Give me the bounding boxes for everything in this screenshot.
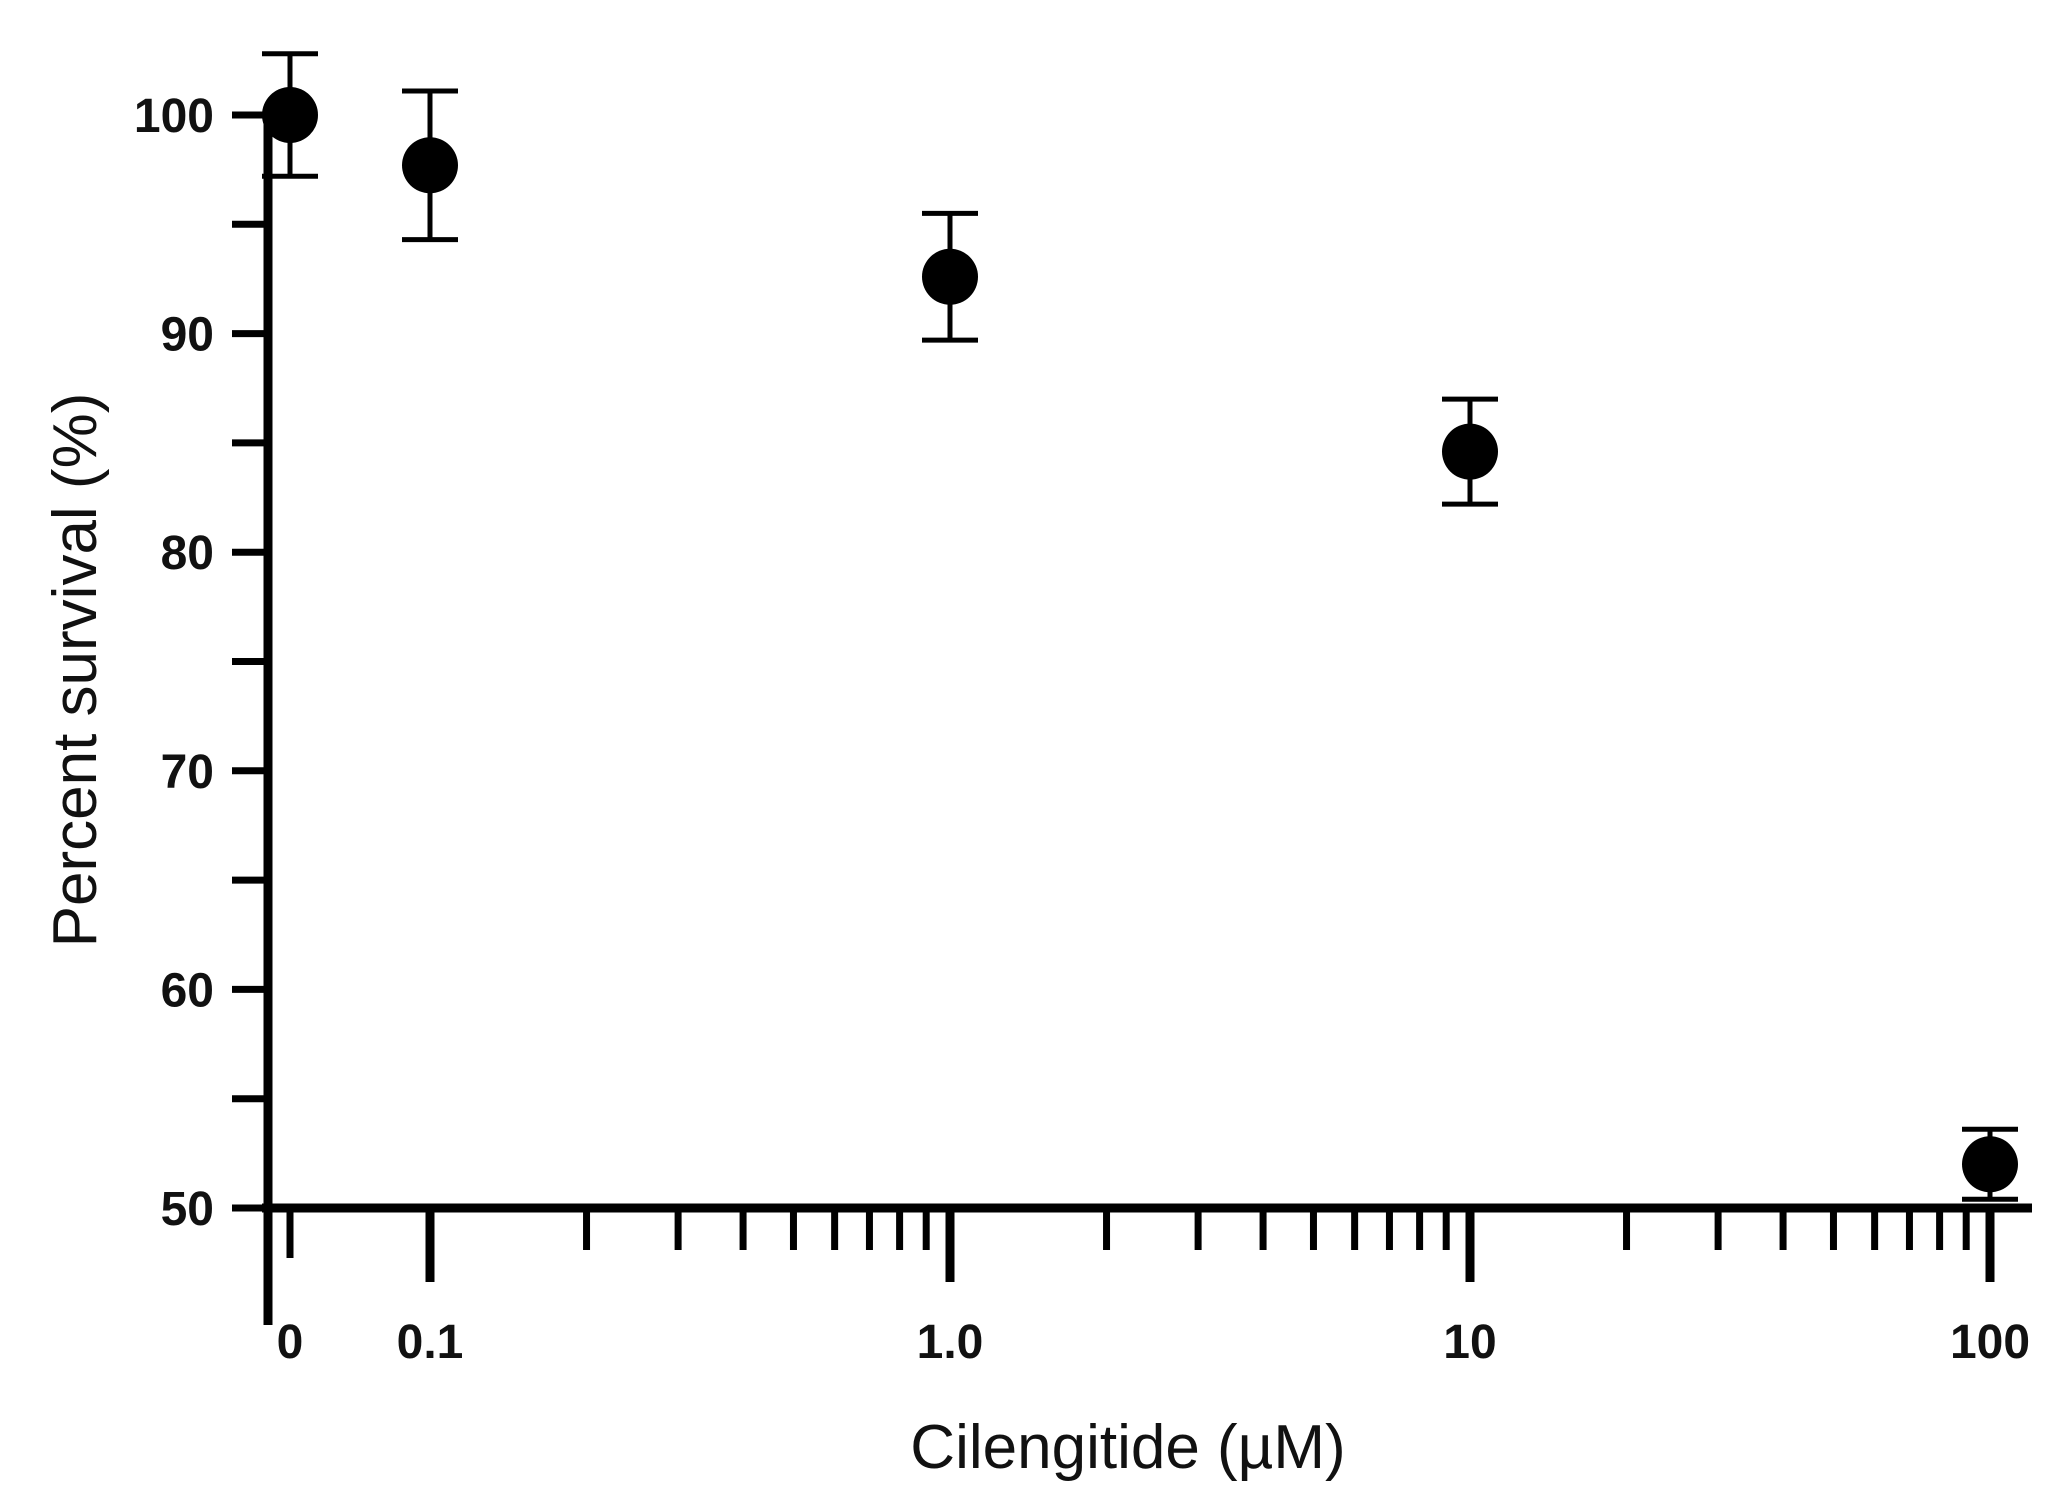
data-point xyxy=(1442,423,1498,480)
y-tick-labels: 50 60 70 80 90 100 xyxy=(134,90,214,1236)
data-point-group xyxy=(1962,1126,2018,1202)
data-points xyxy=(262,51,2018,1202)
y-tick-marks xyxy=(232,111,268,1212)
x-tick-label: 10 xyxy=(1443,1316,1496,1369)
data-point xyxy=(262,87,318,143)
y-tick-label: 60 xyxy=(161,964,214,1017)
x-tick-label: 0.1 xyxy=(397,1316,464,1369)
data-point-group xyxy=(1442,396,1498,507)
data-point-group xyxy=(262,51,318,179)
x-axis-title: Cilengitide (µM) xyxy=(910,1413,1345,1482)
data-point-group xyxy=(922,210,978,343)
x-tick-label: 1.0 xyxy=(917,1316,984,1369)
y-tick-label: 80 xyxy=(161,527,214,580)
y-tick-label: 50 xyxy=(161,1183,214,1236)
data-point xyxy=(402,137,458,194)
x-tick-label: 100 xyxy=(1950,1316,2030,1369)
data-point xyxy=(922,248,978,305)
y-tick-label: 100 xyxy=(134,90,214,143)
y-tick-label: 70 xyxy=(161,746,214,799)
x-tick-label: 0 xyxy=(277,1316,304,1369)
y-tick-label: 90 xyxy=(161,309,214,362)
y-axis: 50 60 70 80 90 100 xyxy=(134,90,273,1325)
x-tick-marks xyxy=(286,1208,1995,1282)
data-point-group xyxy=(402,88,458,243)
y-axis-title: Percent survival (%) xyxy=(41,393,110,948)
x-axis: 0 0.1 1.0 10 100 xyxy=(262,1203,2032,1369)
x-tick-labels: 0 0.1 1.0 10 100 xyxy=(277,1316,2030,1369)
data-point xyxy=(1962,1136,2018,1193)
